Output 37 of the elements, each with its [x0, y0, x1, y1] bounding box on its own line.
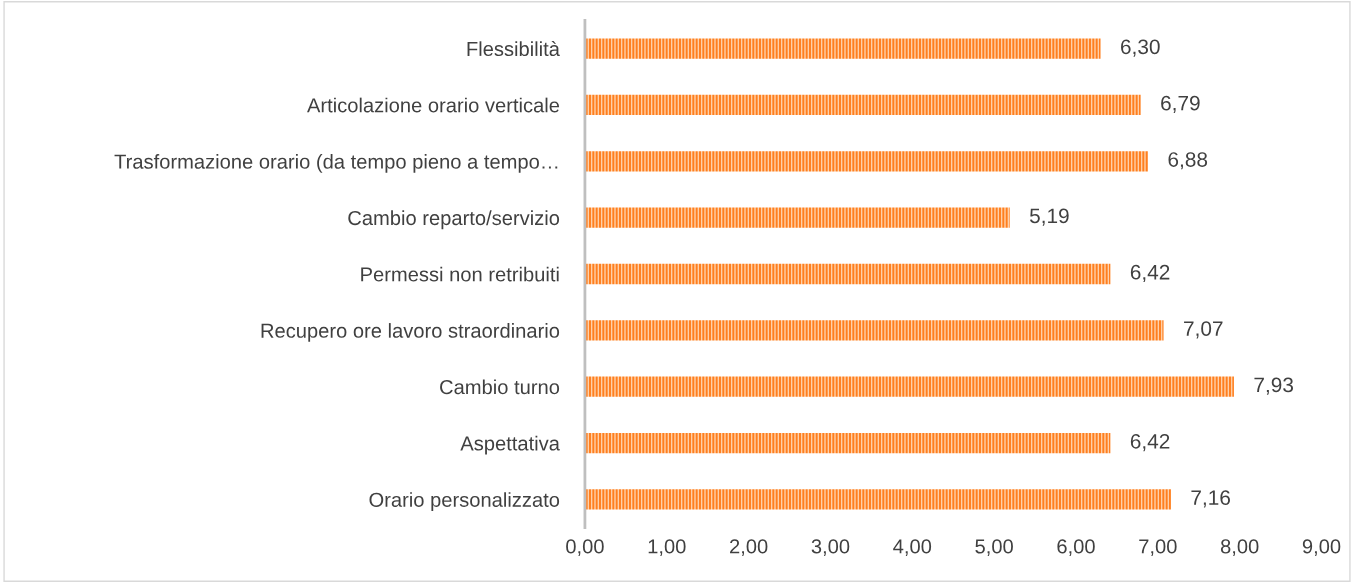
bar — [584, 432, 1111, 454]
y-tick-label: Flessibilità — [467, 41, 560, 57]
x-tick-label: 3,00 — [811, 539, 850, 556]
x-tick-label: 4,00 — [893, 539, 932, 556]
bar — [584, 263, 1111, 285]
x-tick-label: 0,00 — [566, 539, 604, 556]
y-tick-label: Cambio reparto/servizio — [348, 210, 560, 230]
data-label: 5,19 — [1029, 208, 1069, 226]
bar — [584, 151, 1148, 172]
y-tick-label: Permessi non retribuiti — [361, 266, 559, 282]
data-label: 7,93 — [1254, 377, 1294, 395]
data-label: 6,88 — [1168, 152, 1208, 170]
data-label: 6,42 — [1130, 264, 1170, 283]
data-label: 6,42 — [1130, 433, 1170, 452]
x-tick-label: 7,00 — [1139, 539, 1177, 556]
y-tick-label: Cambio turno — [440, 379, 560, 395]
data-label: 6,30 — [1121, 39, 1160, 57]
y-tick-label: Recupero ore lavoro straordinario — [261, 323, 560, 342]
y-tick-label: Trasformazione orario (da tempo pieno a tempo… — [114, 154, 558, 173]
x-tick-label: 1,00 — [648, 539, 686, 556]
x-tick-label: 2,00 — [730, 539, 768, 556]
data-label: 7,07 — [1184, 321, 1223, 339]
data-label: 6,79 — [1161, 95, 1200, 113]
x-tick-label: 5,00 — [975, 539, 1013, 556]
x-tick-label: 6,00 — [1057, 539, 1095, 556]
bar — [584, 94, 1141, 116]
x-tick-label: 9,00 — [1302, 539, 1341, 556]
y-tick-label: Articolazione orario verticale — [307, 97, 560, 113]
data-label: 7,16 — [1191, 490, 1230, 508]
y-tick-label: Aspettativa — [460, 435, 560, 455]
y-tick-label: Orario personalizzato — [369, 492, 560, 511]
bar — [584, 207, 1010, 228]
bar — [584, 320, 1164, 341]
bar — [584, 38, 1101, 59]
bar — [584, 489, 1171, 510]
bar — [584, 376, 1234, 397]
x-tick-label: 8,00 — [1220, 539, 1259, 556]
